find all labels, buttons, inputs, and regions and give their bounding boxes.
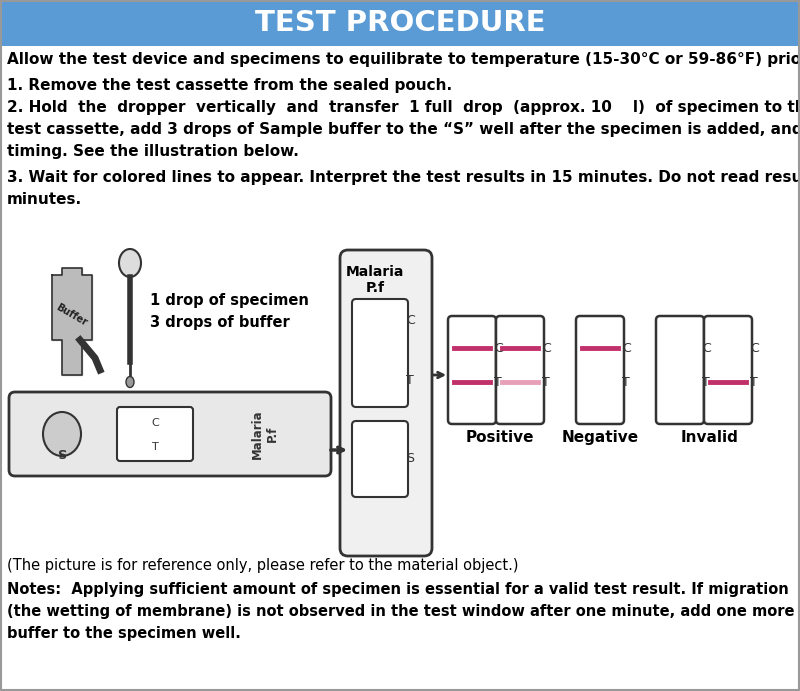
- Text: C: C: [494, 341, 502, 354]
- FancyBboxPatch shape: [352, 421, 408, 497]
- FancyBboxPatch shape: [576, 316, 624, 424]
- Text: timing. See the illustration below.: timing. See the illustration below.: [7, 144, 299, 159]
- FancyBboxPatch shape: [704, 316, 752, 424]
- Text: (the wetting of membrane) is not observed in the test window after one minute, a: (the wetting of membrane) is not observe…: [7, 604, 800, 619]
- Text: Allow the test device and specimens to equilibrate to temperature (15-30°C or 59: Allow the test device and specimens to e…: [7, 52, 800, 67]
- Text: buffer to the specimen well.: buffer to the specimen well.: [7, 626, 241, 641]
- FancyBboxPatch shape: [656, 316, 704, 424]
- Ellipse shape: [126, 377, 134, 388]
- Text: T: T: [702, 375, 710, 388]
- Text: S: S: [406, 451, 414, 464]
- Text: (The picture is for reference only, please refer to the material object.): (The picture is for reference only, plea…: [7, 558, 518, 573]
- Text: Notes:  Applying sufficient amount of specimen is essential for a valid test res: Notes: Applying sufficient amount of spe…: [7, 582, 789, 597]
- Text: C: C: [542, 341, 550, 354]
- Text: P.f: P.f: [366, 281, 385, 295]
- Text: Malaria
P.f: Malaria P.f: [251, 409, 279, 459]
- Text: S: S: [58, 444, 66, 457]
- Text: T: T: [750, 375, 758, 388]
- FancyBboxPatch shape: [496, 316, 544, 424]
- Text: minutes.: minutes.: [7, 192, 82, 207]
- Ellipse shape: [43, 412, 81, 456]
- Polygon shape: [52, 268, 92, 375]
- Text: C: C: [622, 341, 630, 354]
- Text: C: C: [406, 314, 414, 327]
- Text: T: T: [406, 374, 414, 386]
- Text: TEST PROCEDURE: TEST PROCEDURE: [254, 9, 546, 37]
- FancyBboxPatch shape: [117, 407, 193, 461]
- Text: C: C: [702, 341, 710, 354]
- Text: test cassette, add 3 drops of Sample buffer to the “S” well after the specimen i: test cassette, add 3 drops of Sample buf…: [7, 122, 800, 137]
- Text: Positive: Positive: [466, 430, 534, 445]
- Text: T: T: [622, 375, 630, 388]
- FancyBboxPatch shape: [340, 250, 432, 556]
- Ellipse shape: [119, 249, 141, 277]
- Bar: [0, 0, 800, 46]
- FancyBboxPatch shape: [9, 392, 331, 476]
- FancyBboxPatch shape: [448, 316, 496, 424]
- Text: 3 drops of buffer: 3 drops of buffer: [150, 314, 290, 330]
- FancyBboxPatch shape: [352, 299, 408, 407]
- Text: 1 drop of specimen: 1 drop of specimen: [150, 292, 309, 307]
- Text: Buffer: Buffer: [54, 302, 90, 328]
- Text: T: T: [542, 375, 550, 388]
- Text: C: C: [750, 341, 758, 354]
- Text: 3. Wait for colored lines to appear. Interpret the test results in 15 minutes. D: 3. Wait for colored lines to appear. Int…: [7, 170, 800, 185]
- Text: T: T: [152, 442, 158, 452]
- Text: T: T: [494, 375, 502, 388]
- Text: C: C: [151, 418, 159, 428]
- Text: 1. Remove the test cassette from the sealed pouch.: 1. Remove the test cassette from the sea…: [7, 78, 452, 93]
- Text: Negative: Negative: [562, 430, 638, 445]
- Text: Malaria: Malaria: [346, 265, 404, 279]
- Text: 2. Hold  the  dropper  vertically  and  transfer  1 full  drop  (approx. 10    l: 2. Hold the dropper vertically and trans…: [7, 100, 800, 115]
- Text: Invalid: Invalid: [681, 430, 739, 445]
